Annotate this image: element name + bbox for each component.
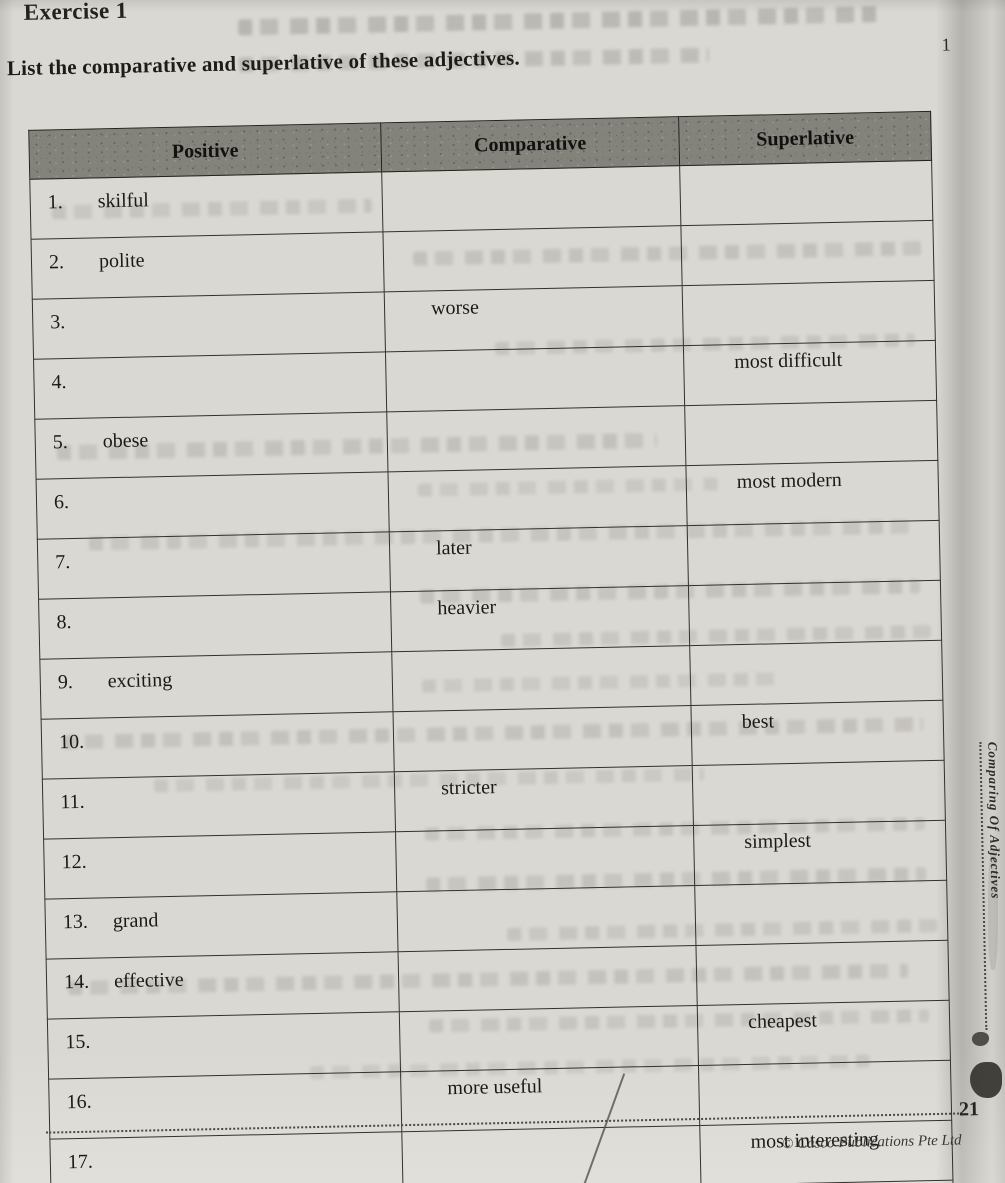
cell-positive: 6. [36, 471, 390, 540]
cell-comparative [385, 345, 685, 412]
cell-superlative [694, 880, 948, 946]
cell-comparative [395, 825, 695, 892]
column-header-superlative: Superlative [678, 111, 932, 166]
cell-superlative: best [690, 700, 945, 766]
cell-comparative [398, 945, 698, 1012]
cell-superlative [695, 940, 950, 1006]
cell-positive: 4. [33, 351, 387, 420]
cell-positive: 7. [37, 531, 391, 600]
row-number: 15. [65, 1030, 91, 1054]
row-number: 14. [63, 970, 90, 994]
row-number: 10. [58, 730, 85, 754]
cell-comparative: stricter [394, 765, 694, 832]
cell-positive: 11. [42, 771, 396, 840]
cell-superlative: most difficult [683, 340, 937, 406]
cell-comparative: heavier [390, 585, 690, 652]
row-number: 6. [53, 491, 70, 514]
cell-positive: 12. [43, 831, 397, 900]
cell-positive: 14. effective [46, 951, 400, 1020]
cell-positive: 17. [49, 1131, 404, 1183]
page-number-bottom: 21 [958, 1098, 980, 1121]
row-number: 12. [61, 850, 87, 874]
row-number: 5. [52, 431, 69, 454]
cell-superlative [684, 400, 938, 466]
row-number: 9. [57, 671, 74, 694]
cell-positive: 15. [47, 1011, 401, 1080]
instruction-text: List the comparative and superlative of … [6, 45, 521, 81]
page-number-top: 1 [941, 34, 951, 55]
cell-comparative [386, 405, 686, 472]
cell-positive: 3. [32, 291, 386, 360]
cell-superlative: most modern [685, 460, 940, 526]
cell-superlative [679, 160, 933, 226]
cell-superlative: simplest [693, 820, 947, 886]
positive-word: polite [98, 249, 145, 273]
cell-positive: 10. [41, 711, 395, 780]
cell-superlative [680, 220, 935, 286]
cell-positive: 13. grand [44, 891, 399, 960]
row-number: 8. [56, 611, 72, 634]
exercise-title: Exercise 1 [23, 0, 128, 25]
adjectives-table: Positive Comparative Superlative 1. skilf… [28, 111, 957, 1183]
positive-word: obese [102, 429, 149, 453]
row-number: 16. [66, 1090, 92, 1114]
cell-positive: 5. obese [34, 411, 388, 480]
column-header-comparative: Comparative [380, 116, 680, 172]
row-number: 3. [50, 311, 66, 334]
cell-comparative: later [389, 525, 689, 592]
positive-word: skilful [97, 189, 150, 213]
positive-word: exciting [107, 668, 173, 693]
row-number: 1. [47, 191, 63, 214]
row-number: 17. [67, 1150, 94, 1174]
page-edge-ink-blob [970, 1062, 1002, 1098]
cell-comparative [387, 465, 688, 532]
positive-word: effective [113, 968, 184, 993]
page-edge-ink-blob [972, 1032, 989, 1046]
cell-superlative [687, 520, 941, 586]
positive-word: grand [112, 909, 159, 933]
cell-comparative [393, 705, 693, 772]
cell-positive: 9. exciting [39, 651, 394, 720]
row-number: 2. [48, 251, 65, 274]
column-header-positive: Positive [28, 122, 382, 180]
row-number: 13. [62, 910, 89, 934]
bleedthrough-smudge [237, 6, 879, 36]
row-number: 7. [55, 551, 71, 574]
cell-positive: 2. polite [31, 231, 385, 300]
cell-comparative: worse [384, 285, 684, 352]
cell-comparative [382, 225, 683, 292]
cell-superlative [692, 760, 946, 826]
page-edge-shadow [988, 850, 998, 970]
cell-comparative [396, 885, 696, 952]
cell-superlative [682, 280, 936, 346]
cell-positive: 1. skilful [29, 171, 383, 240]
cell-superlative: cheapest [697, 1000, 951, 1066]
cell-superlative [689, 640, 943, 706]
cell-comparative [399, 1005, 699, 1072]
row-number: 4. [51, 371, 67, 394]
cell-superlative [688, 580, 942, 646]
row-number: 11. [60, 790, 85, 814]
cell-comparative [391, 645, 691, 712]
cell-positive: 8. [38, 591, 392, 660]
cell-comparative [381, 165, 681, 232]
